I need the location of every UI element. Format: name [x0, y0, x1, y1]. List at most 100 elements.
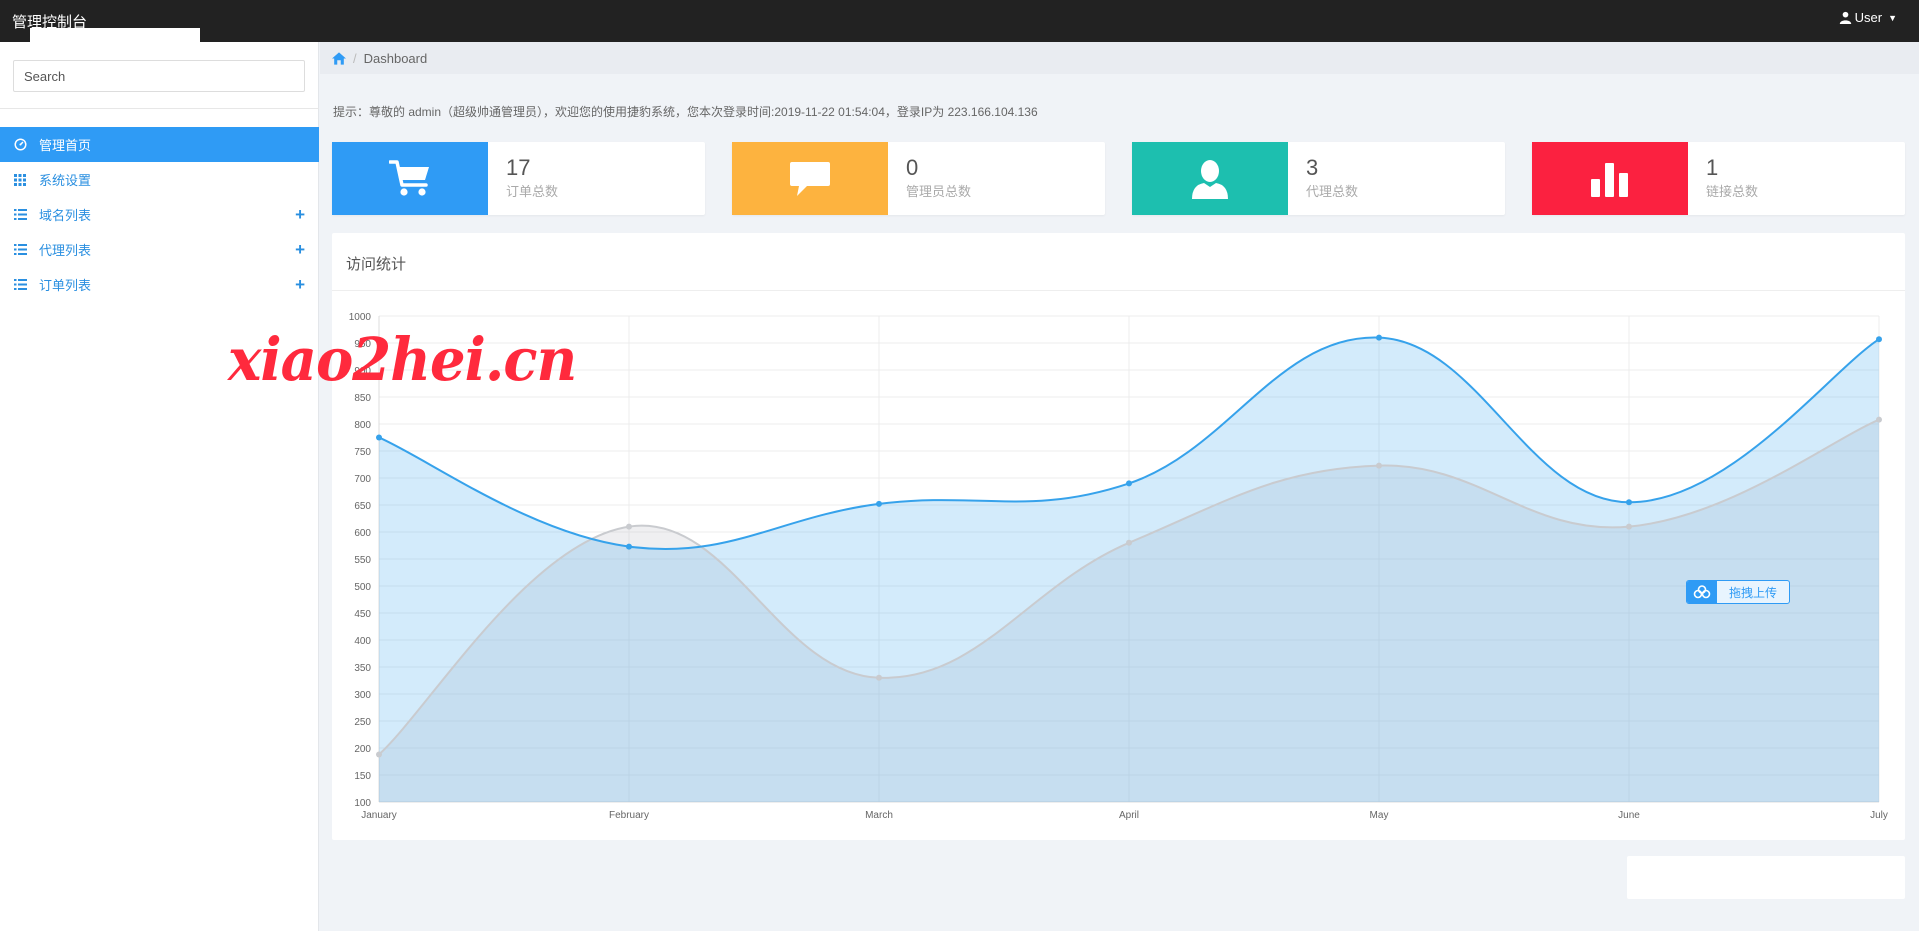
drag-upload-button[interactable]: 拖拽上传 — [1686, 580, 1790, 604]
y-tick-label: 850 — [354, 393, 371, 404]
stat-card-admins[interactable]: 0 管理员总数 — [732, 142, 1105, 215]
expand-plus-icon[interactable]: + — [295, 205, 305, 224]
caret-down-icon: ▼ — [1888, 12, 1897, 23]
user-icon — [1192, 159, 1228, 199]
welcome-notice: 提示：尊敬的 admin（超级帅通管理员），欢迎您的使用捷豹系统，您本次登录时间… — [333, 105, 1038, 119]
x-tick-label: January — [361, 810, 397, 821]
x-tick-label: June — [1618, 810, 1640, 821]
stat-label: 管理员总数 — [906, 184, 972, 199]
y-tick-label: 700 — [354, 474, 371, 485]
sidebar-item-label: 系统设置 — [39, 173, 92, 188]
brand-title[interactable]: 管理控制台 — [12, 14, 88, 31]
data-point — [1876, 336, 1882, 343]
sidebar-item-label: 代理列表 — [39, 243, 92, 258]
series-area — [379, 337, 1879, 802]
sidebar-search — [13, 60, 305, 92]
data-point — [1376, 334, 1382, 341]
list-icon — [13, 208, 27, 222]
dashboard-icon — [13, 138, 27, 152]
stat-icon-box — [732, 142, 888, 215]
y-tick-label: 200 — [354, 744, 371, 755]
data-point — [626, 543, 632, 550]
sidebar-item-domains[interactable]: 域名列表 + — [0, 197, 319, 232]
stat-label: 订单总数 — [506, 184, 559, 199]
top-navbar: 管理控制台 User ▼ — [0, 0, 1919, 42]
list-icon — [13, 243, 27, 257]
y-tick-label: 750 — [354, 447, 371, 458]
data-point — [1876, 416, 1882, 423]
data-point — [376, 434, 382, 441]
sidebar-item-dashboard[interactable]: 管理首页 — [0, 127, 319, 162]
stat-value: 17 — [506, 155, 531, 180]
sidebar-item-agents[interactable]: 代理列表 + — [0, 232, 319, 267]
divider — [0, 108, 319, 109]
stat-icon-box — [1132, 142, 1288, 215]
y-tick-label: 350 — [354, 663, 371, 674]
breadcrumb-current: Dashboard — [363, 50, 428, 66]
sidebar-item-label: 管理首页 — [39, 138, 92, 153]
y-tick-label: 400 — [354, 636, 371, 647]
cart-icon — [389, 159, 429, 196]
visit-stats-panel: 访问统计 100 150 200 250 300 350 400 450 500 550 600 65… — [332, 233, 1905, 840]
x-tick-label: May — [1370, 810, 1389, 821]
stat-text: 3 代理总数 — [1288, 142, 1358, 215]
upload-button-label: 拖拽上传 — [1728, 585, 1777, 600]
x-tick-label: March — [865, 810, 893, 821]
user-menu[interactable]: User ▼ — [1839, 10, 1897, 25]
data-point — [626, 523, 632, 530]
stat-text: 17 订单总数 — [488, 142, 558, 215]
x-tick-label: February — [609, 810, 649, 821]
sidebar-item-label: 域名列表 — [39, 208, 92, 223]
visit-chart: 100 150 200 250 300 350 400 450 500 550 600 650 700 7… — [349, 312, 1888, 821]
stat-card-links[interactable]: 1 链接总数 — [1532, 142, 1905, 215]
user-menu-label: User — [1854, 10, 1883, 25]
home-icon[interactable] — [332, 51, 346, 65]
y-tick-label: 550 — [354, 555, 371, 566]
y-tick-label: 150 — [354, 771, 371, 782]
stat-icon-box — [332, 142, 488, 215]
stat-card-agents[interactable]: 3 代理总数 — [1132, 142, 1505, 215]
y-tick-label: 500 — [354, 582, 371, 593]
y-tick-label: 1000 — [349, 312, 372, 323]
stat-value: 3 — [1306, 155, 1319, 180]
y-tick-label: 650 — [354, 501, 371, 512]
x-tick-label: July — [1870, 810, 1888, 821]
data-point — [876, 500, 882, 507]
data-point — [376, 751, 382, 758]
watermark-text: xiao2hei.cn — [228, 325, 577, 395]
stat-icon-box — [1532, 142, 1688, 215]
sidebar-item-settings[interactable]: 系统设置 — [0, 162, 319, 197]
sidebar-item-orders[interactable]: 订单列表 + — [0, 267, 319, 302]
y-tick-label: 300 — [354, 690, 371, 701]
panel-title: 访问统计 — [346, 256, 407, 273]
user-icon — [1839, 11, 1851, 24]
stat-text: 0 管理员总数 — [888, 142, 971, 215]
y-tick-label: 450 — [354, 609, 371, 620]
y-tick-label: 250 — [354, 717, 371, 728]
divider — [332, 290, 1905, 291]
comment-icon — [790, 161, 830, 196]
stat-card-orders[interactable]: 17 订单总数 — [332, 142, 705, 215]
y-tick-label: 100 — [354, 798, 371, 809]
stat-label: 代理总数 — [1306, 184, 1359, 199]
sidebar: 管理首页 系统设置 域名列表 + 代理列表 + 订单列表 — [0, 42, 319, 931]
stat-value: 0 — [906, 155, 919, 180]
series-line — [378, 418, 1880, 756]
data-point — [1126, 480, 1132, 487]
stat-label: 链接总数 — [1706, 184, 1759, 199]
y-tick-label: 900 — [354, 366, 371, 377]
list-icon — [13, 278, 27, 292]
small-card — [1627, 856, 1905, 899]
bar-chart-icon — [1591, 162, 1628, 197]
y-tick-label: 600 — [354, 528, 371, 539]
search-input[interactable] — [13, 60, 305, 92]
expand-plus-icon[interactable]: + — [295, 240, 305, 259]
series-area — [379, 419, 1879, 802]
cloud-upload-icon — [1687, 581, 1717, 603]
breadcrumb-separator: / — [353, 50, 357, 66]
y-tick-label: 950 — [354, 339, 371, 350]
data-point — [1126, 539, 1132, 546]
data-point — [876, 674, 882, 681]
expand-plus-icon[interactable]: + — [295, 275, 305, 294]
data-point — [1626, 523, 1632, 530]
